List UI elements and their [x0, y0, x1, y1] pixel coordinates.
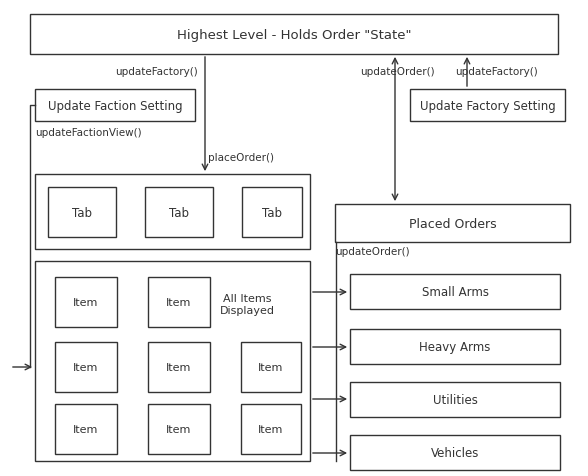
Text: Update Faction Setting: Update Faction Setting — [48, 99, 182, 112]
Bar — [35, 261, 310, 461]
Text: Heavy Arms: Heavy Arms — [419, 340, 491, 353]
Text: Tab: Tab — [169, 206, 189, 219]
Text: Item: Item — [258, 362, 283, 372]
Text: Item: Item — [166, 298, 192, 307]
Text: Item: Item — [74, 424, 99, 434]
Bar — [241, 342, 301, 392]
Bar — [241, 404, 301, 454]
Bar — [350, 275, 560, 309]
Text: Item: Item — [74, 362, 99, 372]
Bar — [410, 90, 565, 122]
Bar — [335, 205, 570, 242]
Text: updateFactionView(): updateFactionView() — [35, 128, 142, 138]
Text: placeOrder(): placeOrder() — [208, 153, 274, 163]
Text: Vehicles: Vehicles — [431, 446, 479, 459]
Text: Tab: Tab — [262, 206, 282, 219]
Bar — [350, 382, 560, 417]
Text: Utilities: Utilities — [433, 393, 477, 406]
Bar — [148, 404, 210, 454]
Text: Item: Item — [166, 362, 192, 372]
Bar — [30, 15, 558, 55]
Text: Update Factory Setting: Update Factory Setting — [420, 99, 556, 112]
Bar — [145, 188, 213, 238]
Text: Item: Item — [74, 298, 99, 307]
Text: updateOrder(): updateOrder() — [335, 247, 410, 257]
Bar — [148, 342, 210, 392]
Bar — [55, 342, 117, 392]
Bar — [48, 188, 116, 238]
Text: Tab: Tab — [72, 206, 92, 219]
Bar — [35, 175, 310, 249]
Text: Placed Orders: Placed Orders — [409, 217, 496, 230]
Text: updateOrder(): updateOrder() — [360, 67, 435, 77]
Text: Item: Item — [166, 424, 192, 434]
Bar — [55, 278, 117, 327]
Bar — [148, 278, 210, 327]
Bar — [350, 329, 560, 364]
Bar — [242, 188, 302, 238]
Text: updateFactory(): updateFactory() — [455, 67, 538, 77]
Bar — [350, 435, 560, 470]
Bar — [55, 404, 117, 454]
Text: All Items
Displayed: All Items Displayed — [219, 294, 275, 315]
Text: updateFactory(): updateFactory() — [115, 67, 198, 77]
Text: Highest Level - Holds Order "State": Highest Level - Holds Order "State" — [177, 29, 411, 41]
Text: Item: Item — [258, 424, 283, 434]
Text: Small Arms: Small Arms — [422, 286, 489, 298]
Bar — [35, 90, 195, 122]
